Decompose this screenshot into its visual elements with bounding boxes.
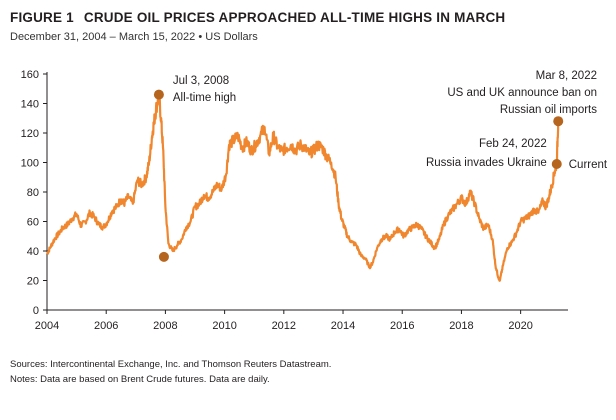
annotation-ban-text-line1: US and UK announce ban on <box>447 87 597 99</box>
x-tick-label: 2010 <box>212 320 236 332</box>
annotation-invasion-text: Russia invades Ukraine <box>426 157 547 169</box>
figure-label: FIGURE 1 <box>10 10 74 25</box>
y-tick-label: 160 <box>21 69 39 81</box>
y-tick-label: 20 <box>27 276 39 288</box>
annotation-ban-text-line2: Russian oil imports <box>500 104 597 116</box>
y-tick-label: 80 <box>27 187 39 199</box>
post-crash-low-marker <box>158 251 169 262</box>
x-tick-label: 2020 <box>508 320 532 332</box>
y-tick-label: 120 <box>21 128 39 140</box>
annotation-invasion-date: Feb 24, 2022 <box>479 138 547 150</box>
x-tick-label: 2018 <box>449 320 473 332</box>
y-tick-label: 60 <box>27 217 39 229</box>
y-tick-label: 140 <box>21 99 39 111</box>
footer-notes: Notes: Data are based on Brent Crude fut… <box>10 374 270 385</box>
x-tick-label: 2014 <box>331 320 355 332</box>
y-tick-label: 100 <box>21 158 39 170</box>
footer-sources: Sources: Intercontinental Exchange, Inc.… <box>10 359 332 370</box>
figure-subtitle: December 31, 2004 – March 15, 2022 • US … <box>10 31 258 43</box>
x-tick-label: 2016 <box>390 320 414 332</box>
x-tick-label: 2008 <box>153 320 177 332</box>
x-tick-label: 2012 <box>272 320 296 332</box>
current-label: Current <box>569 159 608 171</box>
annotation-ban-date: Mar 8, 2022 <box>536 70 597 82</box>
figure-title-text: CRUDE OIL PRICES APPROACHED ALL-TIME HIG… <box>83 10 506 25</box>
figure-title: FIGURE 1 CRUDE OIL PRICES APPROACHED ALL-… <box>10 10 505 25</box>
y-tick-label: 0 <box>33 305 39 317</box>
all-time-high-marker <box>153 89 164 100</box>
annotation-ath-date: Jul 3, 2008 <box>173 75 229 87</box>
annotation-ath-text: All-time high <box>173 92 236 104</box>
x-tick-label: 2004 <box>35 320 59 332</box>
invasion-marker <box>551 158 562 169</box>
x-tick-label: 2006 <box>94 320 118 332</box>
ban-announcement-marker <box>553 116 564 127</box>
y-tick-label: 40 <box>27 246 39 258</box>
oil-price-line <box>46 90 560 282</box>
